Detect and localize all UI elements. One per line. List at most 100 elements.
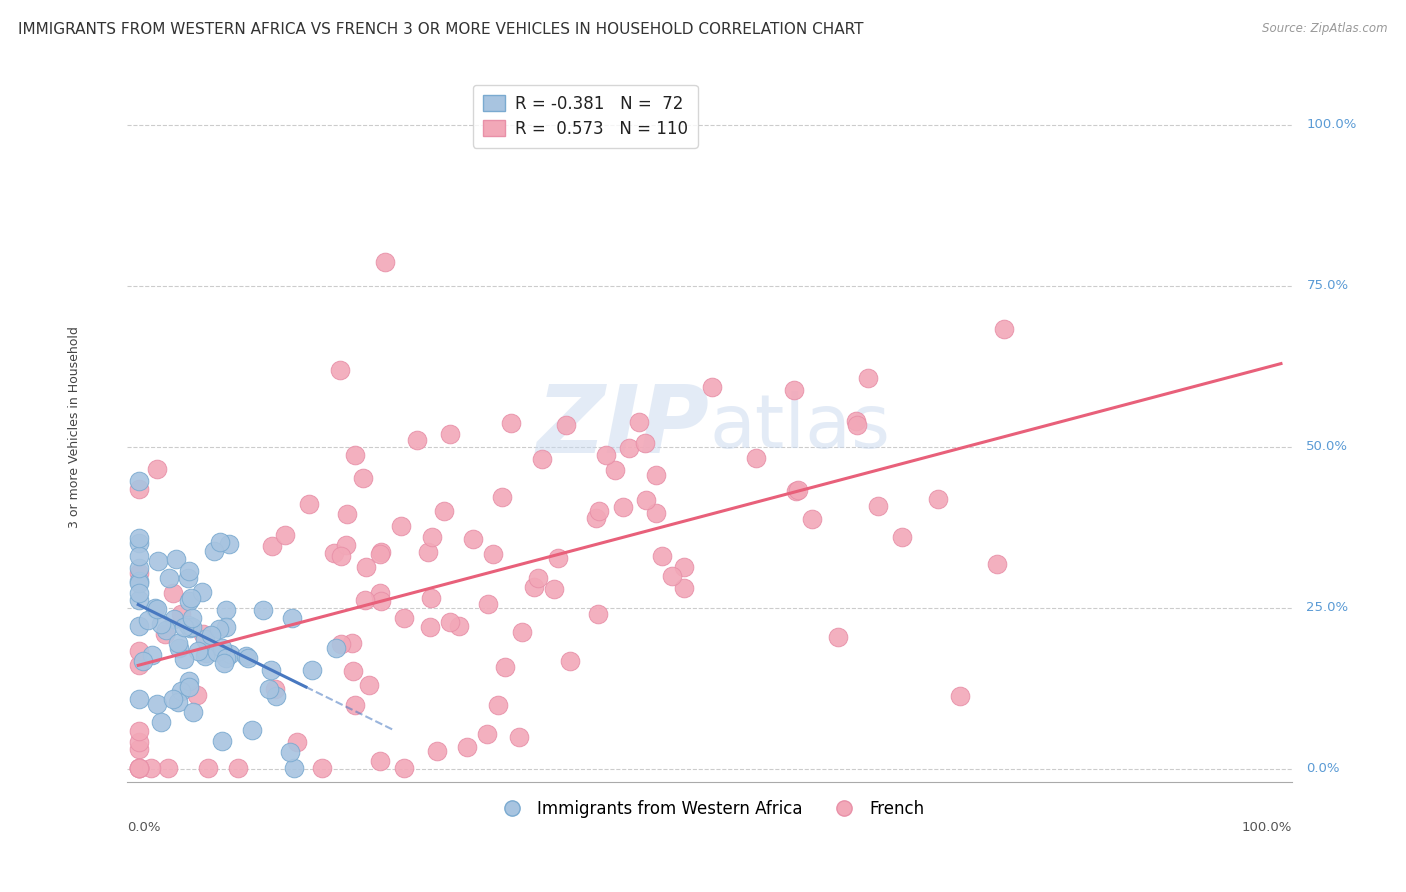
- Point: [354, 559, 377, 574]
- Point: [340, 636, 363, 650]
- Point: [344, 448, 367, 462]
- Point: [218, 647, 240, 661]
- Point: [128, 723, 150, 738]
- Point: [215, 620, 238, 634]
- Point: [846, 417, 869, 432]
- Point: [128, 761, 150, 775]
- Point: [486, 698, 509, 712]
- Point: [612, 500, 634, 514]
- Point: [993, 322, 1015, 336]
- Point: [588, 504, 610, 518]
- Point: [661, 569, 683, 583]
- Point: [603, 463, 626, 477]
- Point: [481, 547, 503, 561]
- Point: [252, 603, 274, 617]
- Point: [368, 547, 391, 561]
- Point: [634, 492, 657, 507]
- Point: [162, 586, 184, 600]
- Point: [128, 482, 150, 496]
- Point: [543, 582, 565, 597]
- Point: [555, 418, 578, 433]
- Point: [627, 415, 650, 429]
- Point: [128, 474, 150, 488]
- Point: [173, 620, 195, 634]
- Point: [322, 546, 344, 560]
- Text: 100.0%: 100.0%: [1306, 118, 1357, 131]
- Point: [163, 612, 186, 626]
- Point: [419, 620, 441, 634]
- Point: [260, 663, 283, 677]
- Point: [128, 566, 150, 581]
- Point: [419, 591, 441, 605]
- Point: [986, 557, 1008, 571]
- Point: [456, 739, 478, 754]
- Point: [132, 654, 155, 668]
- Point: [170, 684, 193, 698]
- Point: [211, 640, 233, 655]
- Point: [645, 506, 668, 520]
- Point: [672, 559, 695, 574]
- Point: [177, 564, 200, 578]
- Point: [330, 549, 353, 563]
- Point: [433, 504, 456, 518]
- Point: [283, 761, 305, 775]
- Point: [128, 574, 150, 588]
- Point: [180, 591, 202, 605]
- Point: [128, 657, 150, 672]
- Point: [523, 580, 546, 594]
- Point: [329, 363, 352, 377]
- Point: [651, 549, 673, 564]
- Point: [274, 527, 297, 541]
- Point: [128, 531, 150, 545]
- Point: [477, 597, 499, 611]
- Point: [141, 761, 163, 775]
- Point: [167, 640, 190, 655]
- Point: [298, 497, 321, 511]
- Point: [264, 689, 287, 703]
- Point: [827, 630, 849, 644]
- Point: [342, 664, 364, 678]
- Point: [949, 690, 972, 704]
- Point: [179, 621, 201, 635]
- Point: [510, 624, 533, 639]
- Point: [394, 761, 416, 775]
- Point: [162, 691, 184, 706]
- Text: 100.0%: 100.0%: [1241, 821, 1292, 834]
- Point: [218, 536, 240, 550]
- Text: 0.0%: 0.0%: [1306, 763, 1340, 775]
- Point: [891, 530, 914, 544]
- Point: [311, 761, 333, 775]
- Point: [392, 611, 415, 625]
- Point: [149, 714, 172, 729]
- Point: [494, 660, 516, 674]
- Point: [508, 730, 530, 744]
- Point: [344, 698, 367, 712]
- Point: [193, 632, 215, 646]
- Point: [176, 571, 198, 585]
- Point: [177, 594, 200, 608]
- Point: [260, 539, 283, 553]
- Point: [128, 586, 150, 600]
- Point: [181, 611, 204, 625]
- Point: [150, 616, 173, 631]
- Point: [200, 628, 222, 642]
- Point: [238, 650, 260, 665]
- Legend: Immigrants from Western Africa, French: Immigrants from Western Africa, French: [488, 793, 931, 824]
- Point: [211, 734, 233, 748]
- Text: 75.0%: 75.0%: [1306, 279, 1348, 292]
- Point: [202, 544, 225, 558]
- Point: [477, 727, 499, 741]
- Point: [193, 627, 215, 641]
- Point: [531, 452, 554, 467]
- Point: [527, 571, 550, 585]
- Point: [214, 656, 236, 670]
- Point: [501, 416, 523, 430]
- Point: [240, 723, 263, 737]
- Point: [128, 761, 150, 775]
- Point: [782, 383, 804, 397]
- Point: [786, 483, 808, 497]
- Point: [157, 571, 180, 585]
- Point: [370, 594, 392, 608]
- Point: [170, 607, 193, 622]
- Point: [146, 554, 169, 568]
